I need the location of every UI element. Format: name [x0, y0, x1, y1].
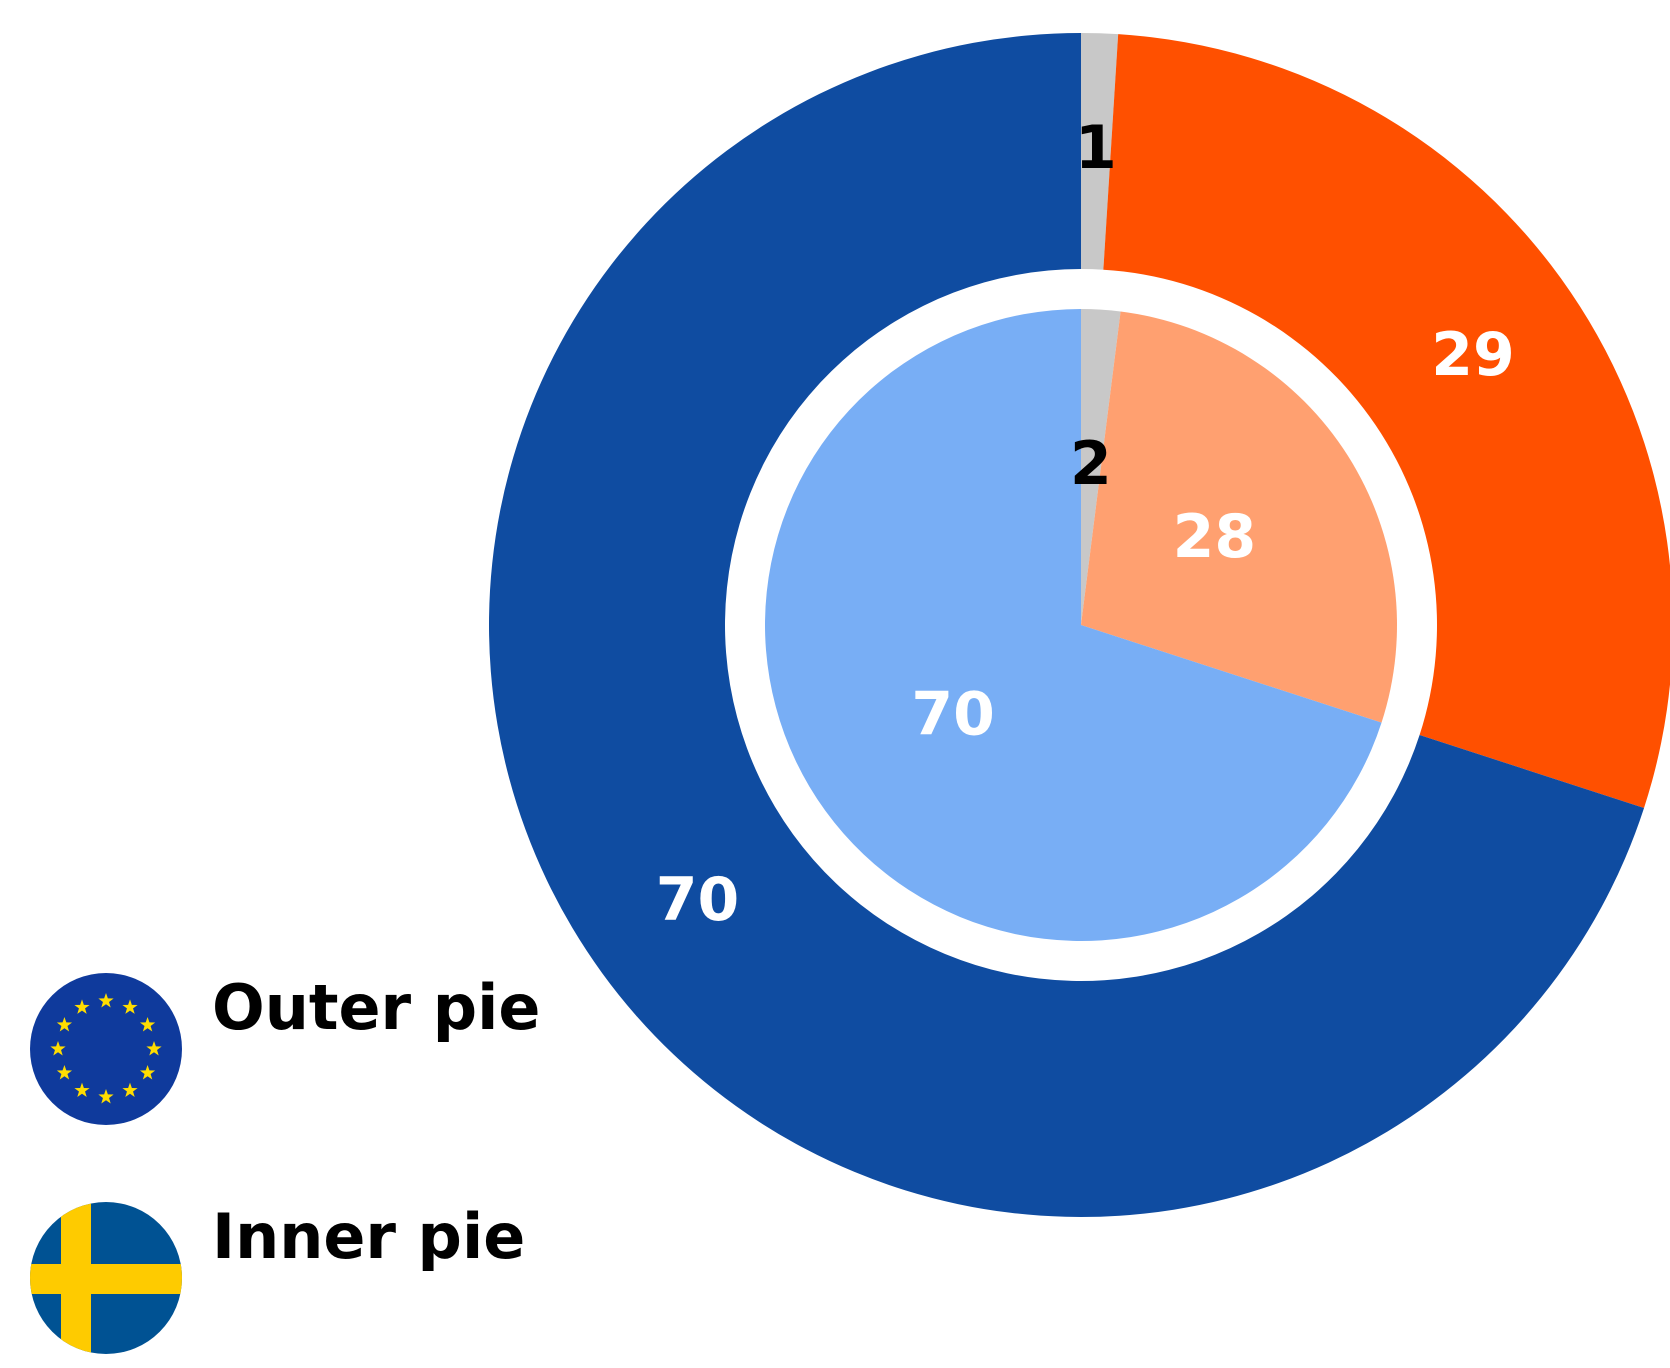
eu-star [98, 1089, 114, 1104]
eu-star [74, 999, 90, 1014]
pie-slice [1081, 33, 1119, 270]
data-label: 29 [1431, 320, 1515, 390]
data-label: 28 [1173, 502, 1257, 572]
eu-star [56, 1065, 73, 1080]
eu-star [139, 1065, 156, 1080]
eu-flag [30, 973, 182, 1125]
eu-star [56, 1017, 73, 1032]
eu-star [122, 1082, 138, 1098]
data-label: 2 [1070, 429, 1112, 499]
pie-slice [1103, 34, 1670, 808]
legend: Outer pie Inner pie [30, 971, 540, 1354]
eu-star [50, 1041, 66, 1056]
data-label: 70 [656, 865, 740, 935]
data-label: 1 [1075, 113, 1117, 183]
pie-slice [765, 309, 1382, 941]
eu-star [122, 999, 138, 1014]
eu-star [74, 1082, 90, 1098]
data-label: 70 [911, 679, 995, 749]
legend-label: Outer pie [212, 971, 540, 1044]
eu-star [139, 1017, 156, 1032]
pie-slice [1081, 311, 1397, 723]
pies: 1 29 70 2 28 70 [489, 33, 1670, 1217]
legend-icon-eu [30, 973, 182, 1125]
pie-slice [1081, 309, 1121, 625]
legend-icon-se [30, 1202, 182, 1354]
eu-star [146, 1041, 162, 1056]
eu-star [98, 993, 114, 1008]
legend-label: Inner pie [212, 1200, 525, 1273]
pie-slice [489, 33, 1645, 1217]
se-cross-h [30, 1264, 182, 1294]
